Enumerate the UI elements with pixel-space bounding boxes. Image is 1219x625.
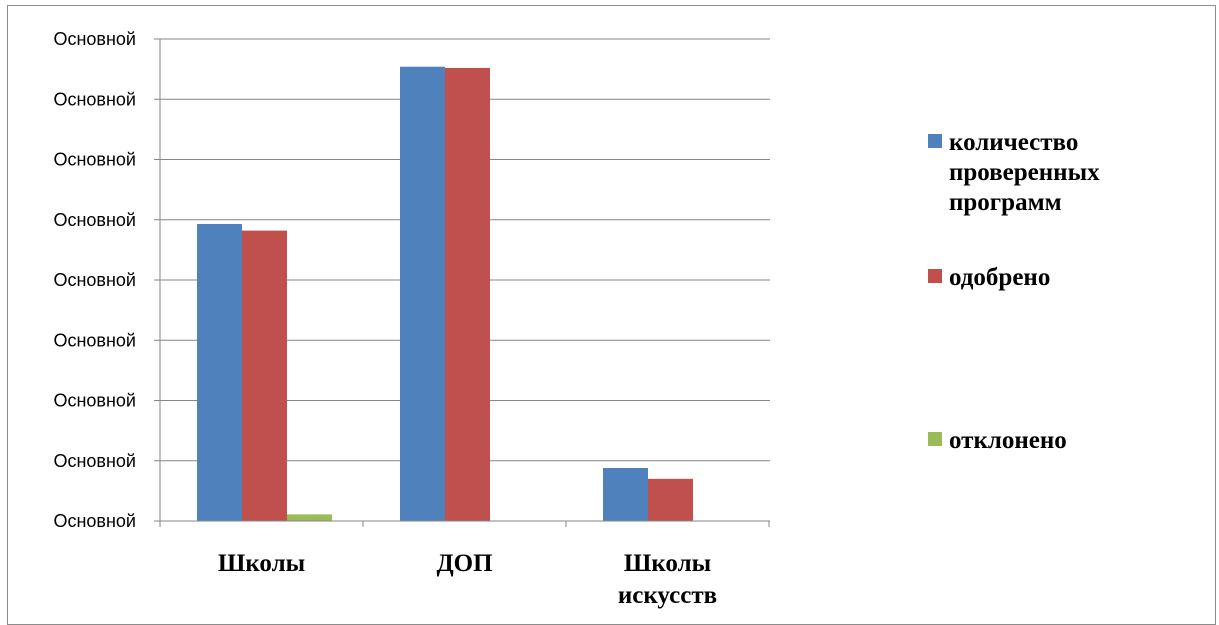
bar [400,66,445,521]
bars [197,66,693,522]
bar [197,223,242,521]
y-tick-label: Основной [53,29,136,49]
legend-label: одобрено [949,264,1050,291]
legend-item: количество проверенных программ [928,129,1100,216]
legend-item: отклонено [928,427,1067,454]
y-tick-label: Основной [53,330,136,350]
legend-item: одобрено [928,264,1050,291]
y-tick-label: Основной [53,391,136,411]
bar [603,467,648,521]
x-tick-label: Школы искусств [618,550,717,609]
legend-label: отклонено [949,427,1067,454]
x-axis-tick-labels: Школы ДОП Школы искусств [218,550,717,609]
axes [159,39,770,527]
y-axis-tick-labels: Основной Основной Основной Основной Основной… [53,29,136,531]
legend-swatch [928,432,942,446]
y-tick-label: Основной [53,89,136,109]
bar [242,230,287,521]
legend-label: количество проверенных программ [949,129,1100,216]
y-tick-label: Основной [53,270,136,290]
y-tick-label: Основной [53,150,136,170]
legend-swatch [928,269,942,283]
y-tick-label: Основной [53,210,136,230]
x-tick-label: Школы [218,550,305,577]
y-tick-label: Основной [53,451,136,471]
bar [445,67,490,522]
legend: количество проверенных программ одобрено отк… [928,129,1100,454]
bar [287,514,332,521]
bar [648,478,693,521]
y-tick-label: Основной [53,511,136,531]
x-tick-label: ДОП [436,550,492,577]
legend-swatch [928,134,942,148]
